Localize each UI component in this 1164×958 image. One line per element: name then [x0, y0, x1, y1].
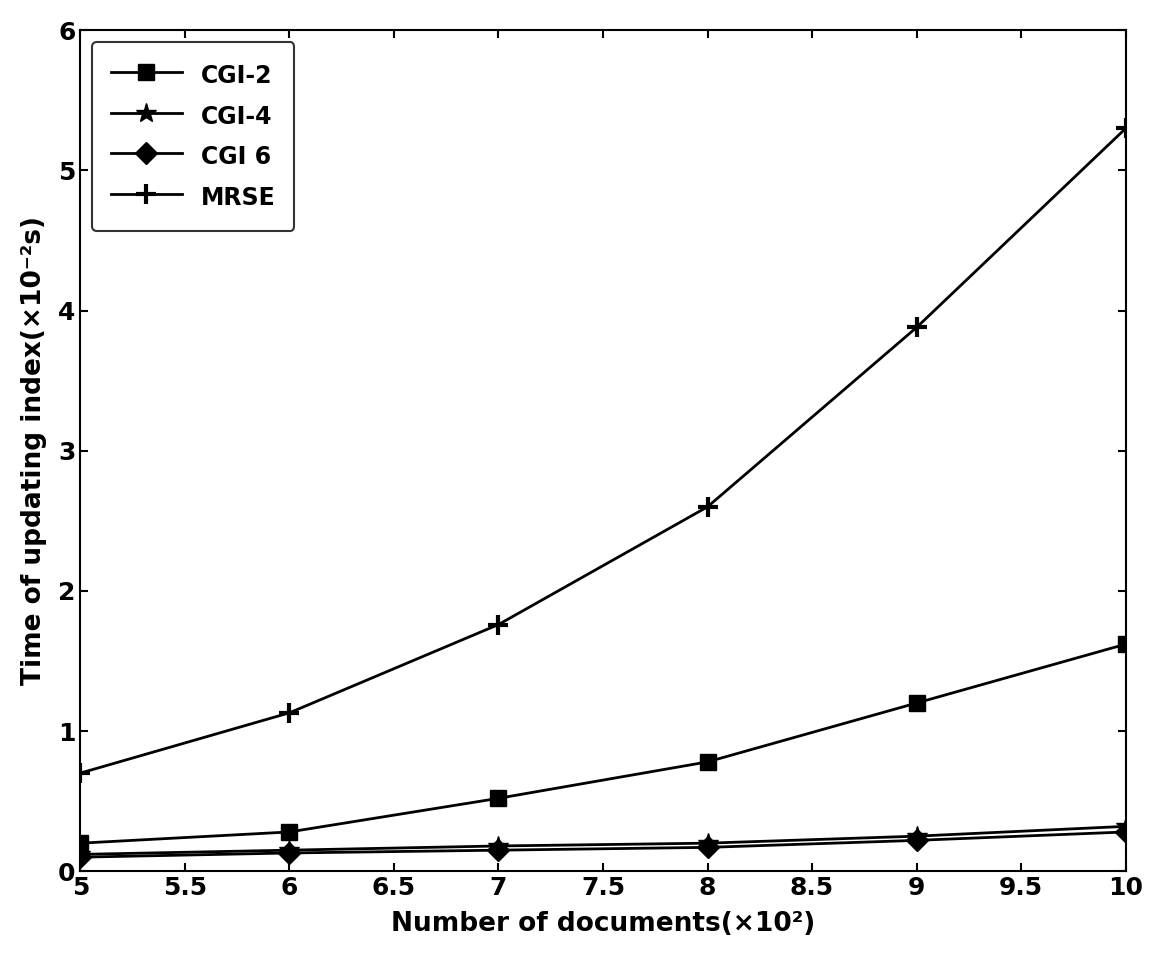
- CGI-2: [909, 697, 923, 709]
- Line: MRSE: MRSE: [70, 118, 1136, 784]
- CGI 6: [701, 842, 715, 854]
- CGI-4: [73, 849, 87, 860]
- Legend: CGI-2, CGI-4, CGI 6, MRSE: CGI-2, CGI-4, CGI 6, MRSE: [92, 42, 294, 231]
- Line: CGI-2: CGI-2: [72, 636, 1134, 851]
- CGI 6: [491, 844, 505, 855]
- CGI 6: [1119, 826, 1133, 837]
- CGI 6: [73, 852, 87, 863]
- MRSE: [701, 501, 715, 513]
- CGI-2: [283, 826, 297, 837]
- Line: CGI-4: CGI-4: [70, 816, 1136, 865]
- CGI 6: [283, 847, 297, 858]
- X-axis label: Number of documents(×10²): Number of documents(×10²): [391, 911, 815, 937]
- MRSE: [909, 322, 923, 333]
- CGI-2: [1119, 638, 1133, 650]
- CGI-2: [491, 792, 505, 804]
- MRSE: [283, 707, 297, 718]
- MRSE: [1119, 123, 1133, 134]
- CGI-2: [73, 837, 87, 849]
- Line: CGI 6: CGI 6: [72, 824, 1134, 865]
- CGI 6: [909, 834, 923, 846]
- CGI-4: [283, 844, 297, 855]
- CGI-4: [701, 837, 715, 849]
- CGI-2: [701, 756, 715, 767]
- MRSE: [73, 767, 87, 779]
- Y-axis label: Time of updating index(×10⁻²s): Time of updating index(×10⁻²s): [21, 217, 47, 685]
- MRSE: [491, 619, 505, 630]
- CGI-4: [491, 840, 505, 852]
- CGI-4: [1119, 821, 1133, 833]
- CGI-4: [909, 831, 923, 842]
